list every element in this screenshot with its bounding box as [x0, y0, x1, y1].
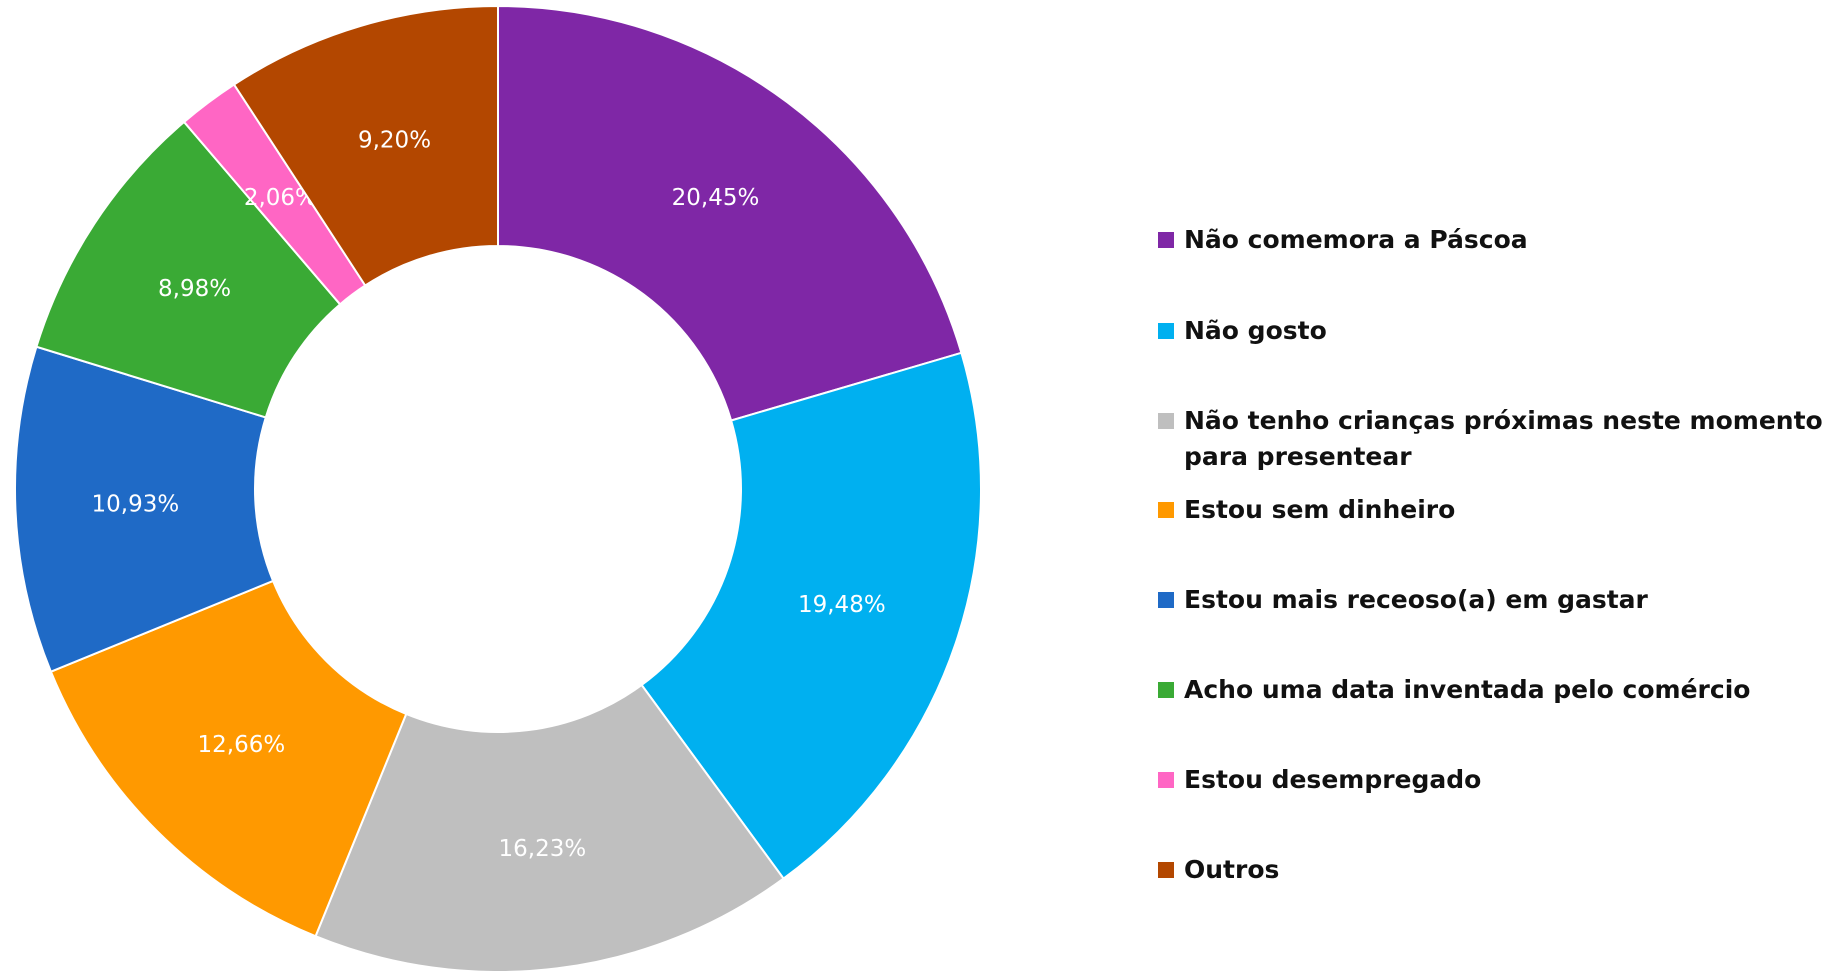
legend-label: Estou desempregado: [1184, 765, 1482, 794]
legend-swatch: [1158, 682, 1174, 698]
legend-item: Acho uma data inventada pelo comércio: [1158, 672, 1838, 708]
legend-item: Estou mais receoso(a) em gastar: [1158, 582, 1838, 618]
legend-label: Estou sem dinheiro: [1184, 495, 1456, 524]
legend-item: Não comemora a Páscoa: [1158, 222, 1838, 258]
data-label: 10,93%: [92, 492, 180, 518]
legend-label: Não gosto: [1184, 316, 1327, 345]
legend-swatch: [1158, 862, 1174, 878]
data-label: 9,20%: [358, 128, 431, 154]
legend-swatch: [1158, 323, 1174, 339]
legend-label: Não tenho crianças próximas neste moment…: [1184, 406, 1823, 471]
donut-slice: [640, 351, 982, 880]
donut-slice: [14, 345, 275, 673]
legend-item: Outros: [1158, 852, 1838, 888]
data-label: 16,23%: [499, 836, 587, 862]
legend-label: Não comemora a Páscoa: [1184, 225, 1528, 254]
legend-swatch: [1158, 772, 1174, 788]
donut-slice: [314, 683, 785, 971]
legend-label: Acho uma data inventada pelo comércio: [1184, 675, 1751, 704]
data-label: 19,48%: [798, 592, 886, 618]
legend-item: Não gosto: [1158, 313, 1838, 349]
donut-slice: [232, 4, 499, 287]
legend-swatch: [1158, 413, 1174, 429]
legend-swatch: [1158, 502, 1174, 518]
data-label: 20,45%: [672, 185, 760, 211]
legend-item: Estou desempregado: [1158, 762, 1838, 798]
legend-item: Estou sem dinheiro: [1158, 492, 1838, 528]
donut-slice: [497, 4, 963, 422]
donut-slice: [49, 579, 408, 938]
legend-item: Não tenho crianças próximas neste moment…: [1158, 403, 1838, 475]
legend-label: Outros: [1184, 855, 1280, 884]
data-label: 12,66%: [198, 732, 286, 758]
legend-swatch: [1158, 232, 1174, 248]
legend-label: Estou mais receoso(a) em gastar: [1184, 585, 1648, 614]
data-label: 8,98%: [158, 276, 231, 302]
legend-swatch: [1158, 592, 1174, 608]
